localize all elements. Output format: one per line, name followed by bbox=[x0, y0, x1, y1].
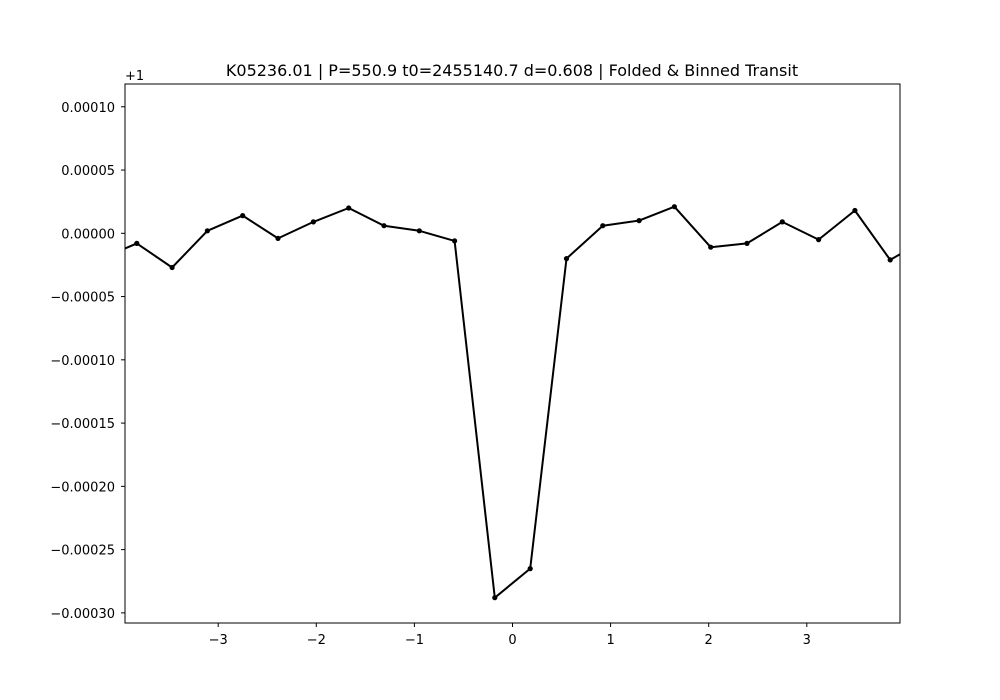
data-point bbox=[204, 228, 210, 234]
data-point bbox=[636, 218, 642, 224]
y-offset-label: +1 bbox=[125, 69, 144, 84]
data-point bbox=[169, 264, 175, 271]
data-point bbox=[416, 228, 422, 234]
data-point bbox=[310, 219, 316, 225]
data-point bbox=[346, 205, 352, 211]
data-point bbox=[744, 240, 750, 246]
y-tick-label: −0.00025 bbox=[50, 544, 115, 559]
data-point bbox=[99, 256, 104, 261]
data-point bbox=[671, 204, 678, 210]
axis-ticks: −3 −2 −1 0 1 2 3 0.00010 0.00005 0.00000 −0.00005 −… bbox=[50, 101, 811, 648]
y-tick-label: 0.00010 bbox=[61, 101, 115, 116]
data-point bbox=[527, 566, 533, 572]
y-tick-label: 0.00000 bbox=[61, 227, 115, 242]
data-point bbox=[134, 240, 140, 246]
data-point bbox=[816, 237, 822, 243]
x-tick-label: 0 bbox=[508, 633, 516, 648]
y-tick-label: −0.00010 bbox=[50, 354, 115, 369]
x-tick-label: 1 bbox=[606, 633, 614, 648]
y-tick-label: −0.00015 bbox=[50, 417, 115, 432]
x-tick-label: −3 bbox=[209, 633, 228, 648]
data-point bbox=[381, 223, 387, 229]
x-tick-label: −2 bbox=[307, 633, 326, 648]
chart-title: K05236.01 | P=550.9 t0=2455140.7 d=0.608… bbox=[226, 61, 798, 80]
y-tick-label: −0.00005 bbox=[50, 291, 115, 306]
data-point bbox=[887, 257, 893, 263]
x-tick-label: 3 bbox=[803, 633, 811, 648]
y-tick-label: −0.00020 bbox=[50, 480, 115, 495]
data-point bbox=[563, 256, 570, 262]
plot-frame bbox=[124, 83, 901, 624]
x-tick-label: 2 bbox=[705, 633, 713, 648]
data-point bbox=[600, 223, 606, 229]
data-point bbox=[275, 235, 281, 241]
data-point bbox=[779, 219, 785, 225]
plot-area bbox=[99, 204, 928, 601]
data-point bbox=[923, 237, 928, 242]
y-tick-label: 0.00005 bbox=[61, 164, 115, 179]
data-point bbox=[452, 238, 458, 244]
y-tick-label: −0.00030 bbox=[50, 607, 115, 622]
data-point bbox=[492, 595, 498, 601]
data-point bbox=[240, 213, 246, 219]
series-line bbox=[125, 205, 900, 599]
data-point bbox=[708, 244, 714, 250]
x-tick-label: −1 bbox=[405, 633, 424, 648]
data-point bbox=[852, 207, 858, 214]
